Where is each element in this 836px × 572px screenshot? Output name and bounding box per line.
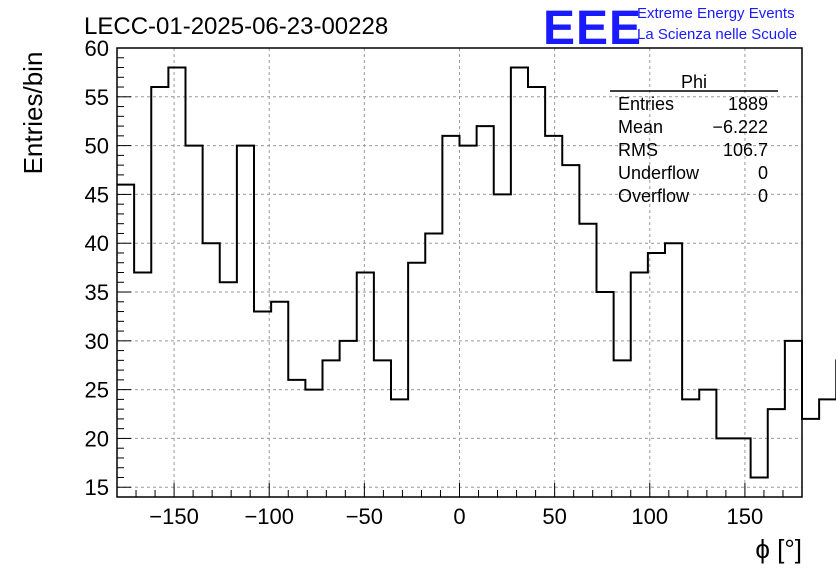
- histogram-bin: [631, 273, 648, 498]
- x-tick-label: −100: [244, 504, 294, 529]
- y-tick-label: 35: [85, 280, 109, 305]
- histogram-bin: [220, 282, 237, 497]
- y-axis-label: Entries/bin: [18, 52, 48, 175]
- histogram-bin: [237, 146, 254, 497]
- stats-label-underflow: Underflow: [618, 163, 700, 183]
- stats-value-mean: −6.222: [712, 117, 768, 137]
- x-tick-label: 0: [453, 504, 465, 529]
- histogram-bin: [562, 165, 579, 497]
- logo-mark: EEE: [543, 2, 642, 55]
- histogram-bin: [734, 438, 751, 497]
- histogram-bin: [168, 68, 185, 497]
- x-tick-label: −150: [149, 504, 199, 529]
- chart-title: LECC-01-2025-06-23-00228: [84, 13, 388, 40]
- histogram-bin: [391, 399, 408, 497]
- histogram-bin: [288, 380, 305, 497]
- histogram-bin: [151, 87, 168, 497]
- histogram-bin: [203, 243, 220, 497]
- histogram-bin: [425, 233, 442, 497]
- stats-box: Phi Entries 1889 Mean −6.222 RMS 106.7 U…: [610, 72, 778, 206]
- y-tick-label: 55: [85, 85, 109, 110]
- axis-ticks: [116, 47, 803, 498]
- histogram-bin: [768, 409, 785, 497]
- histogram-step-line: [117, 66, 836, 479]
- histogram-bin: [682, 399, 699, 497]
- y-tick-label: 20: [85, 426, 109, 451]
- histogram-bin: [614, 360, 631, 497]
- eee-logo: EEE Extreme Energy Events La Scienza nel…: [543, 2, 797, 55]
- histogram-bin: [408, 263, 425, 497]
- histogram-bin: [357, 273, 374, 498]
- y-tick-label: 30: [85, 329, 109, 354]
- histogram-bin: [134, 273, 151, 498]
- histogram-bin: [305, 390, 322, 497]
- stats-value-rms: 106.7: [723, 140, 768, 160]
- histogram-bin: [665, 243, 682, 497]
- histogram-bin: [699, 390, 716, 497]
- histogram-bin: [802, 419, 819, 497]
- stats-label-mean: Mean: [618, 117, 663, 137]
- y-tick-label: 45: [85, 182, 109, 207]
- stats-value-entries: 1889: [728, 94, 768, 114]
- histogram-bin: [528, 87, 545, 497]
- y-tick-label: 50: [85, 134, 109, 159]
- stats-value-underflow: 0: [758, 163, 768, 183]
- tick-labels: −150 −100 −50 0 50 100 150 15 20 25 30 35 40 45 50 55 60: [85, 36, 764, 529]
- stats-label-entries: Entries: [618, 94, 674, 114]
- histogram-bin: [511, 68, 528, 497]
- histogram-bin: [545, 136, 562, 497]
- stats-value-overflow: 0: [758, 186, 768, 206]
- y-tick-label: 40: [85, 231, 109, 256]
- histogram-bin: [751, 477, 768, 497]
- y-tick-label: 60: [85, 36, 109, 61]
- histogram-bin: [254, 312, 271, 497]
- x-tick-label: 50: [542, 504, 566, 529]
- histogram-bars: [117, 66, 836, 498]
- histogram-bin: [186, 146, 203, 497]
- histogram-bin: [494, 194, 511, 497]
- stats-name: Phi: [681, 72, 707, 92]
- histogram-bin: [819, 399, 836, 497]
- stats-label-rms: RMS: [618, 140, 658, 160]
- histogram-bin: [579, 224, 596, 497]
- histogram-bin: [648, 253, 665, 497]
- histogram-bin: [323, 360, 340, 497]
- histogram-bin: [477, 126, 494, 497]
- histogram-bin: [340, 341, 357, 497]
- y-tick-label: 15: [85, 475, 109, 500]
- y-tick-label: 25: [85, 378, 109, 403]
- logo-line-1: Extreme Energy Events: [637, 5, 795, 22]
- histogram-bin: [374, 360, 391, 497]
- histogram-bin: [785, 341, 802, 497]
- histogram-bin: [442, 136, 459, 497]
- x-tick-label: −50: [346, 504, 383, 529]
- histogram-bin: [716, 438, 733, 497]
- histogram-bin: [271, 302, 288, 497]
- x-axis-label: ϕ [°]: [755, 534, 802, 564]
- histogram-bin: [597, 292, 614, 497]
- x-tick-label: 100: [631, 504, 668, 529]
- stats-label-overflow: Overflow: [618, 186, 690, 206]
- logo-line-2: La Scienza nelle Scuole: [637, 26, 797, 43]
- x-tick-label: 150: [727, 504, 764, 529]
- histogram-bin: [460, 146, 477, 497]
